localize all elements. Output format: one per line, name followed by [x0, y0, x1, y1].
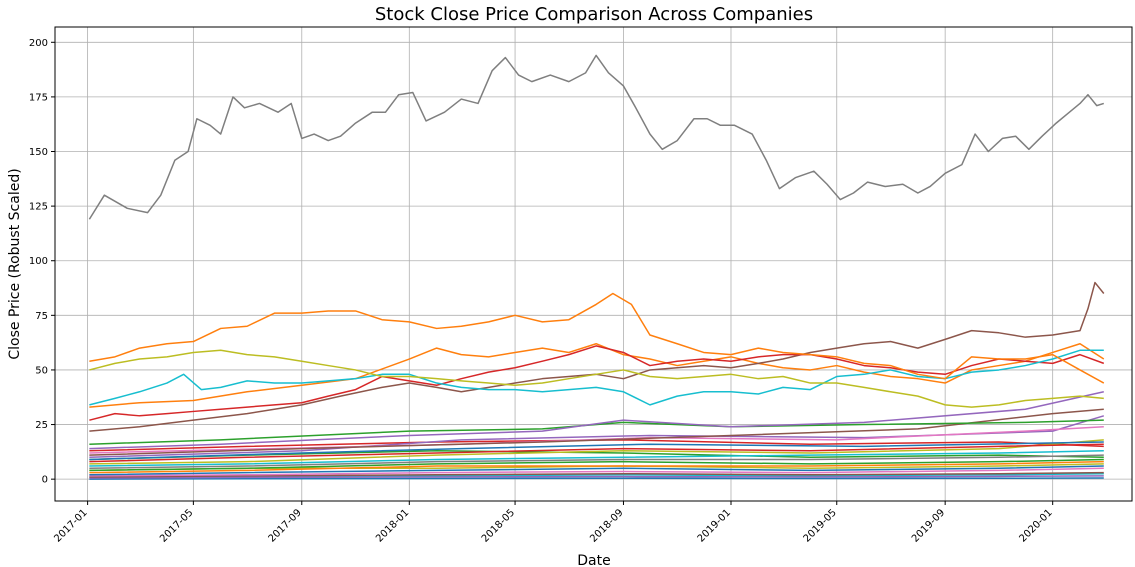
- y-tick-label: 0: [42, 475, 48, 486]
- x-tick-label: 2020-01: [1017, 507, 1054, 544]
- series-line: [89, 349, 1104, 406]
- grid-lines: [55, 27, 1132, 501]
- series-line: [89, 281, 1105, 432]
- series-line: [89, 419, 1104, 445]
- x-tick-label: 2018-05: [480, 507, 517, 544]
- y-tick-label: 25: [35, 420, 48, 431]
- y-axis-ticks: 0 25 50 75 100 125 150 175 200: [29, 38, 55, 486]
- x-axis-label: Date: [577, 553, 610, 567]
- y-tick-label: 200: [29, 38, 48, 49]
- series-line: [89, 467, 1104, 477]
- y-axis-label: Close Price (Robust Scaled): [7, 168, 23, 359]
- series-line: [89, 292, 1105, 384]
- series-line: [89, 458, 1104, 472]
- x-tick-label: 2018-01: [374, 507, 411, 544]
- series-line: [89, 408, 1104, 456]
- series-line: [89, 443, 1104, 463]
- x-tick-label: 2019-01: [696, 507, 733, 544]
- series-line: [89, 345, 1105, 421]
- y-tick-label: 125: [29, 202, 48, 213]
- plot-frame: [54, 26, 1133, 502]
- series-line: [89, 450, 1104, 467]
- series-line: [89, 439, 1104, 465]
- y-tick-label: 100: [29, 256, 48, 267]
- y-tick-label: 75: [35, 311, 48, 322]
- series-line: [89, 471, 1104, 478]
- series-line: [88, 54, 1105, 220]
- y-tick-label: 150: [29, 147, 48, 158]
- x-tick-label: 2017-09: [267, 507, 304, 544]
- x-tick-label: 2019-09: [910, 507, 947, 544]
- series-line: [89, 415, 1105, 459]
- series-line: [89, 460, 1104, 474]
- series-line: [89, 475, 1104, 479]
- chart-title: Stock Close Price Comparison Across Comp…: [375, 4, 813, 25]
- x-axis-ticks: 2017-01 2017-05 2017-09 2018-01 2018-05 2018-…: [52, 501, 1055, 545]
- x-tick-label: 2017-05: [158, 507, 195, 544]
- x-tick-label: 2017-01: [52, 507, 89, 544]
- series-line: [89, 454, 1104, 469]
- series-line: [89, 477, 1104, 480]
- series-line: [89, 349, 1104, 408]
- series-line: [89, 391, 1104, 450]
- series-lines: [88, 54, 1105, 480]
- x-tick-label: 2018-09: [588, 507, 625, 544]
- series-line: [89, 441, 1104, 461]
- y-tick-label: 50: [35, 365, 48, 376]
- series-line: [89, 465, 1104, 476]
- y-tick-label: 175: [29, 92, 48, 103]
- x-tick-label: 2019-05: [802, 507, 839, 544]
